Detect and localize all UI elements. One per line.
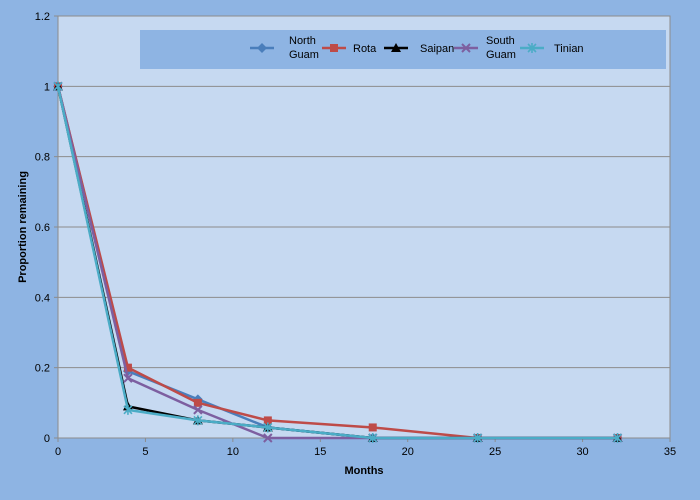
legend-marker bbox=[257, 43, 267, 53]
y-tick-label: 0.6 bbox=[35, 222, 50, 234]
data-point bbox=[123, 363, 132, 372]
data-point bbox=[263, 422, 273, 433]
x-tick-label: 25 bbox=[489, 446, 501, 458]
data-point bbox=[473, 433, 483, 443]
data-point bbox=[193, 405, 203, 415]
legend-marker bbox=[527, 43, 537, 53]
data-point bbox=[263, 416, 272, 425]
x-tick-label: 0 bbox=[55, 446, 61, 458]
x-tick-label: 15 bbox=[314, 446, 326, 458]
gridlines bbox=[58, 15, 670, 369]
series-group bbox=[53, 81, 623, 443]
legend-label: Saipan bbox=[420, 43, 454, 55]
legend-label: South bbox=[486, 35, 515, 47]
x-tick-label: 5 bbox=[142, 446, 148, 458]
data-point bbox=[263, 433, 273, 443]
y-axis-label: Proportion remaining bbox=[17, 171, 29, 283]
data-point bbox=[612, 433, 623, 443]
legend-marker bbox=[461, 43, 471, 53]
legend-marker bbox=[391, 43, 401, 52]
legend-label: Tinian bbox=[554, 43, 584, 55]
y-tick-label: 0.4 bbox=[35, 292, 50, 304]
data-point bbox=[123, 373, 133, 383]
legend-box bbox=[140, 30, 666, 69]
y-tick-label: 1.2 bbox=[35, 11, 50, 23]
y-tick-label: 0 bbox=[44, 433, 50, 445]
legend: North Guam Rota Saipan South Guam Tinian bbox=[140, 30, 666, 69]
legend-label: Guam bbox=[486, 49, 516, 61]
legend-label: Rota bbox=[353, 43, 377, 55]
x-tick-label: 30 bbox=[576, 446, 588, 458]
x-tick-label: 10 bbox=[227, 446, 239, 458]
data-point bbox=[193, 398, 202, 407]
series-layer bbox=[53, 81, 623, 443]
x-tick-label: 35 bbox=[664, 446, 676, 458]
y-tick-label: 1 bbox=[44, 81, 50, 93]
legend-marker bbox=[330, 44, 338, 52]
x-tick-label: 20 bbox=[402, 446, 414, 458]
legend-label: North bbox=[289, 35, 316, 47]
y-tick-label: 0.2 bbox=[35, 363, 50, 375]
y-tick-label: 0.8 bbox=[35, 152, 50, 164]
data-point bbox=[368, 433, 378, 443]
data-point bbox=[193, 415, 203, 426]
legend-label: Guam bbox=[289, 49, 319, 61]
data-point bbox=[53, 81, 63, 92]
data-point bbox=[123, 404, 133, 415]
x-axis-label: Months bbox=[344, 465, 383, 477]
data-point bbox=[368, 423, 377, 432]
